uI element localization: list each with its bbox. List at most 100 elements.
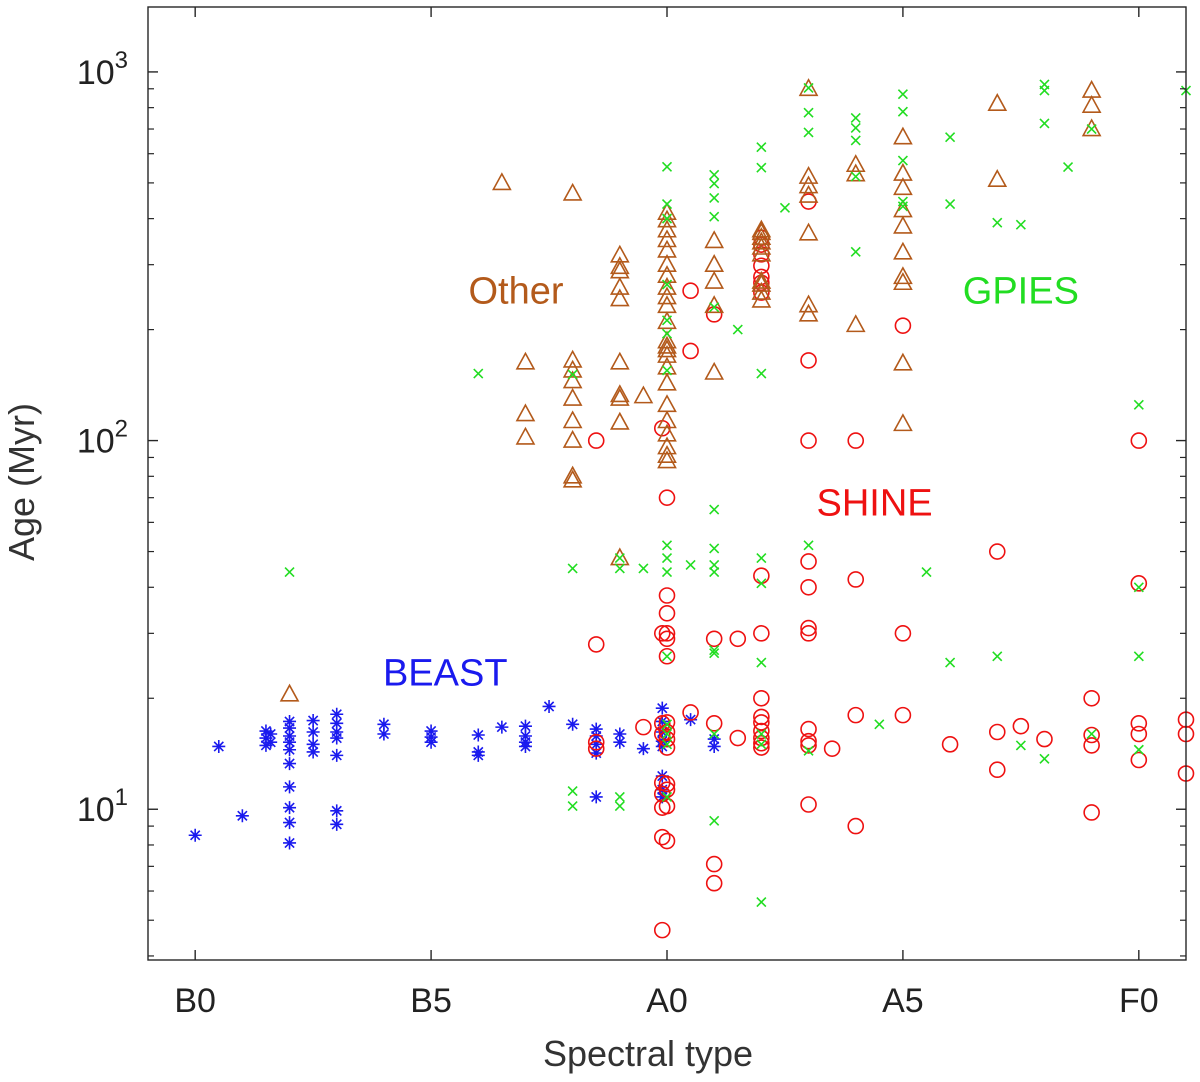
other-point [1081,94,1102,113]
shine-point [587,432,605,449]
beast-point [330,731,344,745]
gpies-point [1062,161,1074,173]
gpies-point [756,739,767,750]
gpies-point [992,651,1003,662]
beast-point [306,745,320,759]
beast-point [259,724,273,738]
shine-point [988,543,1006,560]
shine-point [682,704,699,721]
shine-point [941,736,959,753]
shine-point [653,921,671,939]
shine-point [729,729,747,747]
beast-point [330,804,344,818]
beast-point [518,739,532,753]
gpies-point [567,563,578,574]
y-tick-label: 102 [77,416,128,461]
other-point [562,469,583,488]
annotation-other: Other [468,271,563,313]
gpies-point [850,122,861,133]
other-point [657,229,677,248]
shine-point [800,796,817,813]
shine-point [894,706,912,724]
gpies-point [567,801,578,812]
other-point [657,276,677,295]
other-point [798,222,819,241]
other-point [657,219,677,238]
shine-point [753,729,770,747]
other-point [657,265,677,284]
x-axis-label: Spectral type [543,1033,753,1074]
shine-point [800,432,817,449]
beast-point [542,699,556,713]
other-point [798,78,819,97]
gpies-point [732,324,743,335]
gpies-point [709,211,720,222]
gpies-point [661,540,673,551]
other-point [893,272,913,291]
beast-point [283,743,297,757]
shine-point [753,722,770,740]
other-point [893,352,913,371]
shine-point [800,737,817,754]
beast-point [283,721,297,735]
gpies-point [992,217,1003,228]
other-point [562,387,583,406]
gpies-point [661,566,673,578]
data-markers [188,78,1195,939]
gpies-point [709,648,720,659]
x-tick-label: A0 [646,982,688,1020]
shine-point [705,715,723,732]
gpies-point [661,279,673,290]
shine-point [653,625,671,642]
gpies-point [803,107,814,118]
gpies-point [897,89,908,100]
other-point [609,411,630,430]
shine-point [653,828,671,846]
shine-point [1130,575,1148,592]
beast-point [589,729,603,743]
gpies-point [661,161,673,172]
shine-point [1036,730,1053,748]
gpies-point [614,563,625,574]
beast-point [306,737,320,751]
shine-point [753,689,770,707]
other-point [515,426,536,445]
beast-point [306,725,320,739]
other-point [492,172,512,191]
shine-point [847,432,865,449]
shine-point [988,761,1006,779]
other-point [893,241,913,260]
y-tick-label: 103 [77,47,128,92]
shine-point [682,282,699,300]
beast-point [566,717,580,731]
other-point [798,165,819,184]
shine-point [658,714,676,731]
other-point [562,359,583,378]
beast-point [235,809,249,823]
other-point [657,254,677,272]
gpies-point [709,815,720,826]
other-point [893,215,913,234]
beast-point [589,790,603,804]
y-tick-label: 101 [77,784,128,829]
gpies-point [709,566,720,578]
shine-point [658,625,676,642]
other-point [609,276,630,295]
axis-ticks: B0 B5 A0 A5 F0 101 102 103 [77,7,1186,1020]
shine-point [800,578,817,596]
gpies-point [1039,85,1050,96]
gpies-point [874,719,885,730]
gpies-point [1133,582,1144,593]
other-point [751,281,772,300]
beast-point [655,790,669,804]
shine-point [800,732,817,750]
other-point [798,303,819,322]
gpies-point [661,719,673,730]
gpies-point [756,162,767,173]
other-point [562,182,583,201]
beast-point [306,714,320,728]
other-point [657,372,677,391]
other-point [515,403,536,422]
x-tick-label: B0 [174,982,216,1020]
shine-point [682,342,699,360]
